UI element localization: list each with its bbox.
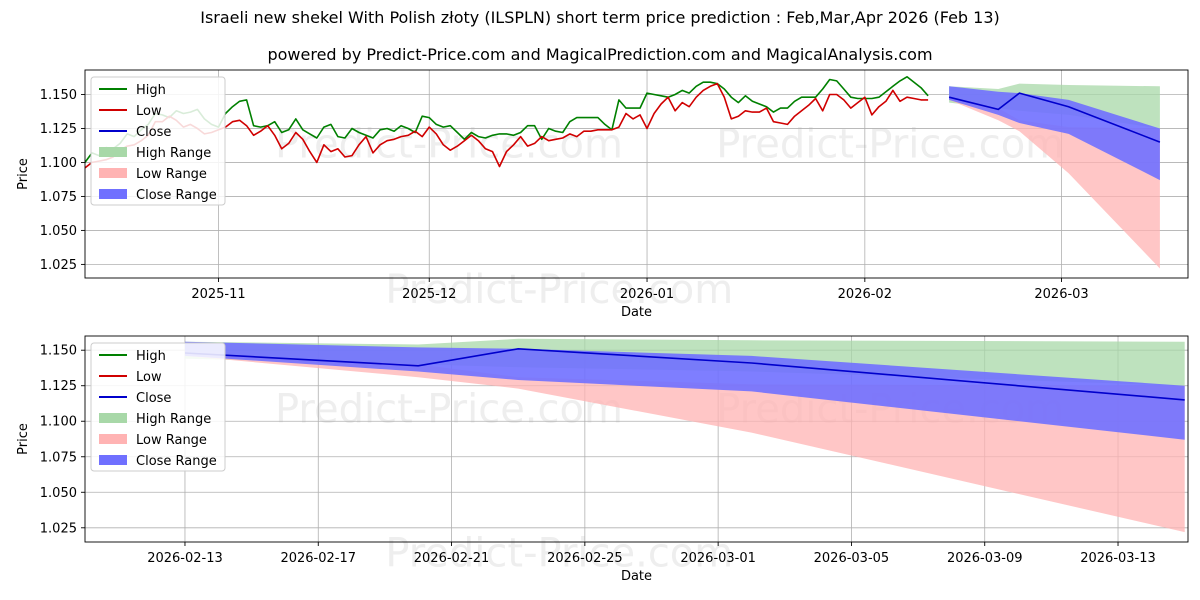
y-tick-label: 1.075 <box>40 450 77 465</box>
axes-frame <box>84 69 1189 279</box>
x-tick-label: 2025-11 <box>191 287 245 302</box>
y-tick-label: 1.025 <box>40 521 77 536</box>
y-axis-label: Price <box>16 423 31 455</box>
x-tick-label: 2026-02-13 <box>147 551 223 566</box>
x-tick-label: 2026-02-17 <box>280 551 356 566</box>
x-tick-label: 2026-03-05 <box>814 551 890 566</box>
legend-label-high: High <box>136 83 166 98</box>
legend-label-close: Close <box>136 125 171 140</box>
chart-title: Israeli new shekel With Polish złoty (IL… <box>200 8 1000 27</box>
y-tick-label: 1.050 <box>40 486 77 501</box>
y-tick-label: 1.125 <box>40 379 77 394</box>
legend-swatch-close-range <box>99 455 127 465</box>
y-tick-label: 1.125 <box>40 122 77 137</box>
x-axis-label: Date <box>621 305 652 320</box>
x-tick-label: 2026-01 <box>620 287 674 302</box>
legend-swatch-high-range <box>99 147 127 157</box>
y-tick-label: 1.025 <box>40 258 77 273</box>
watermark-text: Predict-Price.com <box>385 267 733 313</box>
y-tick-label: 1.150 <box>40 344 77 359</box>
watermark-text: Predict-Price.com <box>716 121 1064 167</box>
legend-label-close: Close <box>136 391 171 406</box>
watermark-text: Predict-Price.com <box>385 531 733 577</box>
axes-frame <box>84 335 1189 543</box>
legend-swatch-high-range <box>99 413 127 423</box>
legend-label-low: Low <box>136 370 162 385</box>
chart-subtitle: powered by Predict-Price.com and Magical… <box>267 45 933 64</box>
legend-label-low-range: Low Range <box>136 167 207 182</box>
x-tick-label: 2026-02-21 <box>414 551 490 566</box>
legend-label-high-range: High Range <box>136 412 211 427</box>
x-axis-label: Date <box>621 569 652 584</box>
x-tick-label: 2026-03 <box>1034 287 1088 302</box>
y-axis-label: Price <box>16 158 31 190</box>
x-tick-label: 2026-03-01 <box>680 551 756 566</box>
y-tick-label: 1.100 <box>40 415 77 430</box>
legend-label-close-range: Close Range <box>136 454 217 469</box>
close-forecast-line <box>184 347 1185 401</box>
x-tick-label: 2025-12 <box>402 287 456 302</box>
legend-label-low: Low <box>136 104 162 119</box>
legend-swatch-low-range <box>99 434 127 444</box>
legend-label-high: High <box>136 349 166 364</box>
top-chart-panel: Predict-Price.com Predict-Price.comPredic… <box>16 69 1189 320</box>
legend-swatch-close-range <box>99 189 127 199</box>
close-forecast-line <box>948 92 1161 143</box>
close-range-band <box>185 341 1185 440</box>
x-tick-label: 2026-02 <box>838 287 892 302</box>
legend-label-high-range: High Range <box>136 146 211 161</box>
legend-label-close-range: Close Range <box>136 188 217 203</box>
y-tick-label: 1.050 <box>40 224 77 239</box>
bottom-chart-panel: Predict-Price.comPredict-Price.comPredic… <box>16 335 1189 584</box>
x-tick-label: 2026-02-25 <box>547 551 623 566</box>
close-range-band <box>949 86 1160 181</box>
x-tick-label: 2026-03-09 <box>947 551 1023 566</box>
y-tick-label: 1.150 <box>40 88 77 103</box>
legend-swatch-low-range <box>99 168 127 178</box>
y-tick-label: 1.075 <box>40 190 77 205</box>
y-tick-label: 1.100 <box>40 156 77 171</box>
x-tick-label: 2026-03-13 <box>1080 551 1156 566</box>
legend-label-low-range: Low Range <box>136 433 207 448</box>
